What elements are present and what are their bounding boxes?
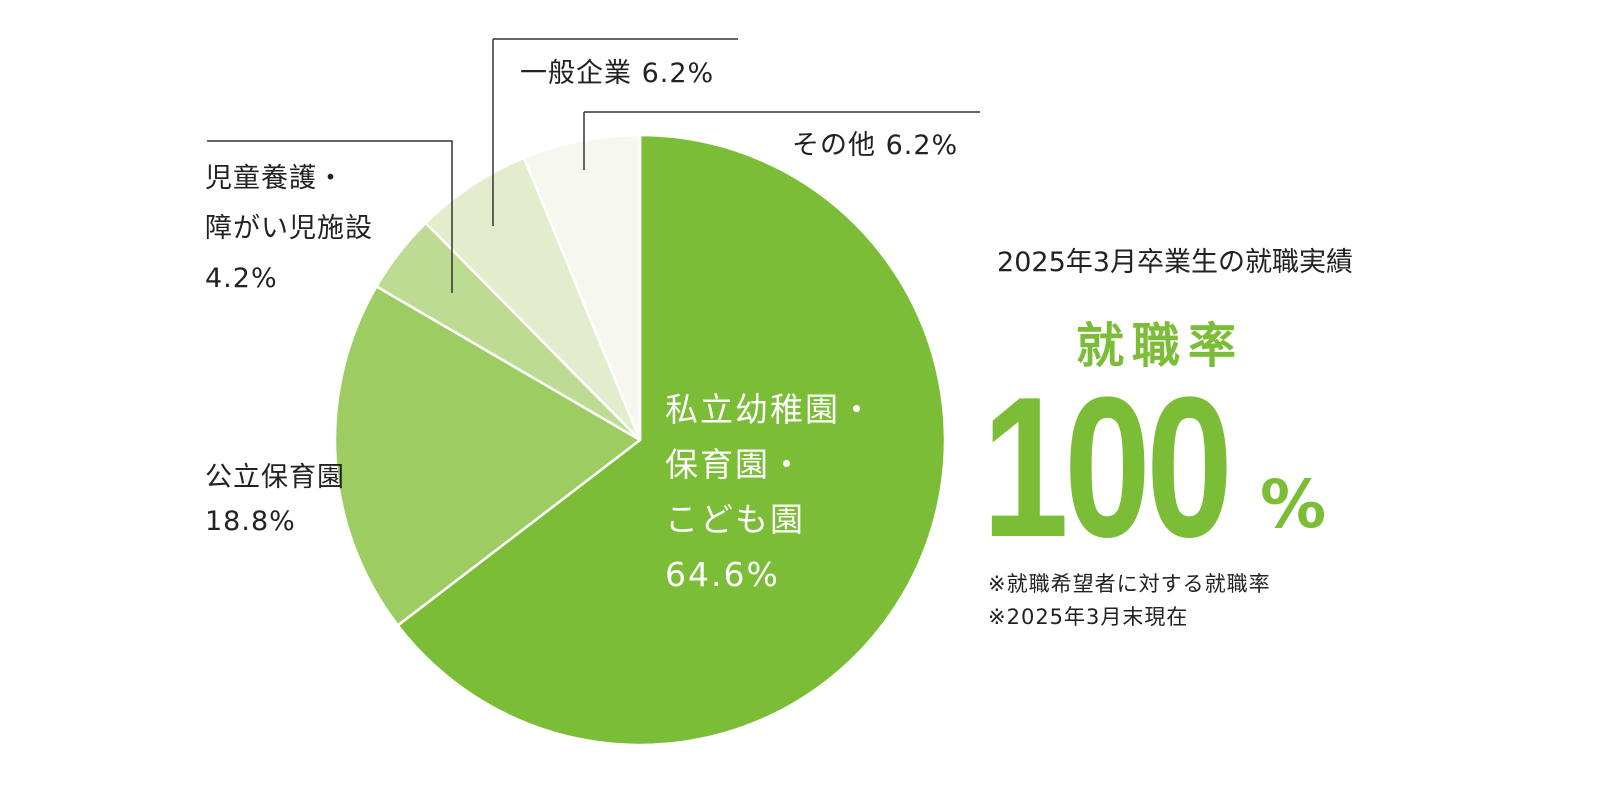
slice-name-line: 保育園・ (665, 445, 805, 484)
slice-name-line: 私立幼稚園・ (665, 390, 875, 429)
slice-name-line: 障がい児施設 (205, 213, 373, 244)
slice-name-line: こども園 (665, 500, 805, 539)
employment-rate-value: 100 (982, 356, 1233, 579)
pie-slice-general-company (424, 156, 642, 442)
slice-name-line: 公立保育園 (205, 462, 345, 493)
leader-line-child-welfare (207, 140, 453, 293)
slice-value: 6.2% (885, 130, 959, 161)
slice-label-child-welfare: 児童養護・ 障がい児施設 4.2% (205, 154, 373, 304)
slice-name-line: その他 (792, 130, 876, 161)
leader-lines (207, 38, 980, 293)
slice-label-general-company: 一般企業 6.2% (520, 52, 714, 96)
pie-slice-private-kindergarten (396, 133, 947, 747)
note-line: ※就職希望者に対する就職率 (988, 572, 1271, 596)
leader-line-general-company (492, 38, 738, 226)
slice-name-line: 一般企業 (520, 58, 632, 89)
slice-label-other: その他 6.2% (792, 124, 958, 168)
pie-slice-public-nursery (333, 285, 642, 627)
pie-slices (333, 133, 947, 747)
employment-rate-unit: % (1260, 466, 1327, 543)
slice-value: 64.6% (665, 555, 780, 594)
slice-name-line: 児童養護・ (205, 163, 345, 194)
stats-heading: 2025年3月卒業生の就職実績 (997, 247, 1353, 278)
employment-rate-label: 就職率 (1075, 318, 1244, 374)
note-line: ※2025年3月末現在 (988, 605, 1189, 629)
stats-notes: ※就職希望者に対する就職率 ※2025年3月末現在 (988, 568, 1271, 634)
pie-slice-other (522, 133, 642, 442)
slice-label-public-nursery: 公立保育園 18.8% (205, 456, 345, 544)
slice-label-private-kindergarten: 私立幼稚園・ 保育園・ こども園 64.6% (665, 382, 875, 602)
slice-value: 4.2% (205, 263, 278, 294)
slice-value: 6.2% (641, 58, 715, 89)
leader-line-other (583, 111, 980, 170)
slice-value: 18.8% (205, 506, 296, 537)
